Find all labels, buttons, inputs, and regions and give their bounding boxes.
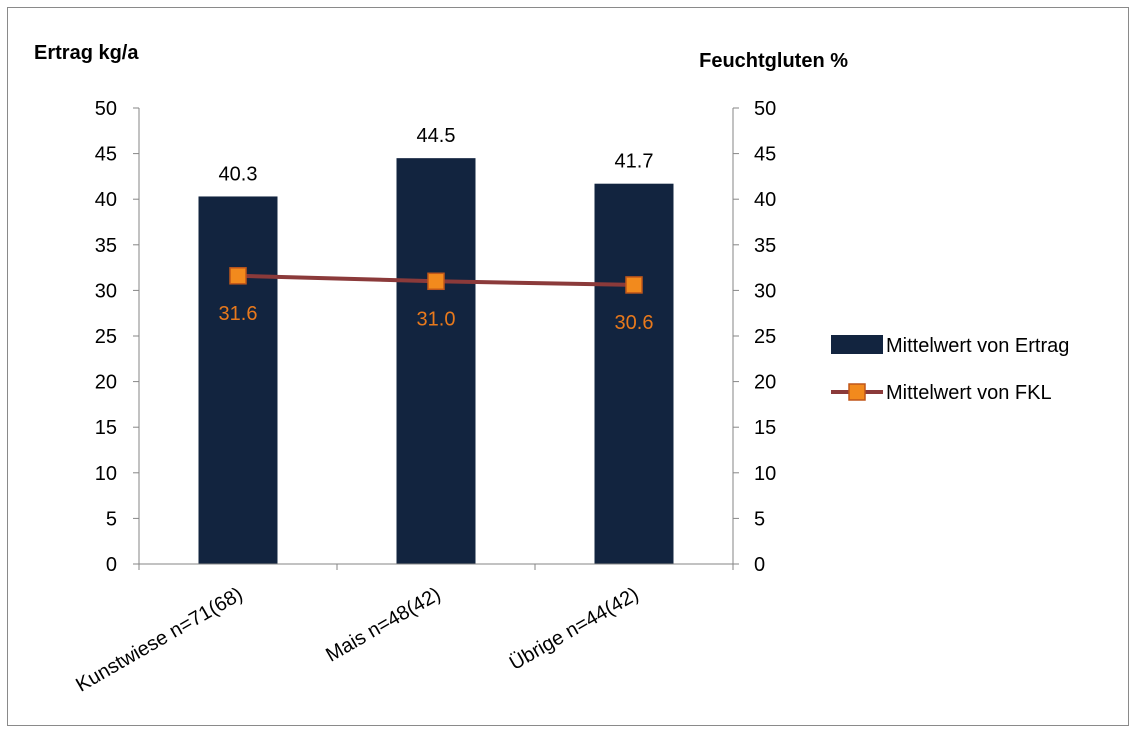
legend-swatch-ertrag: [831, 335, 883, 354]
y2-tick-label-4: 20: [754, 372, 776, 394]
line-layer: 31.6 31.0 30.6: [219, 267, 654, 334]
y-tick-label-10: 50: [95, 98, 117, 120]
y-tick-label-3: 15: [95, 417, 117, 439]
y-tick-label-0: 0: [106, 554, 117, 576]
y2-tick-label-2: 10: [754, 463, 776, 485]
y-tick-label-1: 5: [106, 508, 117, 530]
y-tick-label-5: 25: [95, 326, 117, 348]
y2-tick-label-3: 15: [754, 417, 776, 439]
y2-tick-label-5: 25: [754, 326, 776, 348]
bar-ertrag-2: [594, 183, 674, 565]
y-tick-label-9: 45: [95, 144, 117, 166]
y2-tick-label-6: 30: [754, 280, 776, 302]
legend-label-ertrag: Mittelwert von Ertrag: [886, 335, 1069, 357]
bar-ertrag-1: [396, 158, 476, 564]
point-data-label-2: 30.6: [615, 312, 654, 334]
point-fkl-1: [427, 272, 445, 291]
chart-frame: [7, 7, 1129, 726]
y-axis-title: Ertrag kg/a: [34, 42, 139, 64]
y2-axis-title: Feuchtgluten %: [699, 50, 848, 72]
y-tick-label-8: 40: [95, 189, 117, 211]
legend-marker-fkl: [848, 383, 866, 401]
bar-data-label-2: 41.7: [615, 151, 654, 173]
y-tick-label-2: 10: [95, 463, 117, 485]
y-tick-label-7: 35: [95, 235, 117, 257]
point-data-label-0: 31.6: [219, 303, 258, 325]
legend: Mittelwert von Ertrag Mittelwert von FKL: [831, 335, 1069, 404]
bar-ertrag-0: [198, 196, 278, 565]
y2-tick-label-7: 35: [754, 235, 776, 257]
y-tick-label-6: 30: [95, 280, 117, 302]
y2-tick-label-0: 0: [754, 554, 765, 576]
point-fkl-2: [625, 276, 643, 294]
y-tick-label-4: 20: [95, 372, 117, 394]
y2-tick-label-10: 50: [754, 98, 776, 120]
point-data-label-1: 31.0: [417, 308, 456, 330]
y2-tick-label-9: 45: [754, 144, 776, 166]
legend-label-fkl: Mittelwert von FKL: [886, 382, 1052, 404]
point-fkl-0: [229, 267, 247, 285]
bar-data-label-1: 44.5: [417, 125, 456, 147]
bar-data-label-0: 40.3: [219, 163, 258, 185]
bars-layer: 40.3 44.5 41.7: [198, 125, 674, 565]
y2-tick-label-8: 40: [754, 189, 776, 211]
y2-tick-label-1: 5: [754, 508, 765, 530]
